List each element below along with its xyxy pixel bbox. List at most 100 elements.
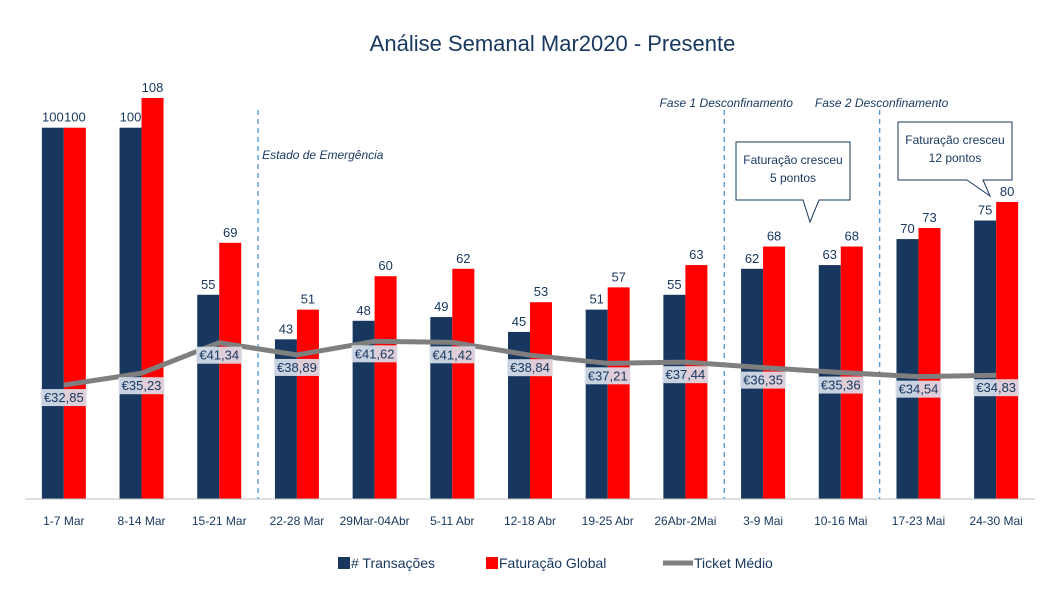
- x-tick-label: 19-25 Abr: [582, 514, 634, 528]
- line-value-label: €37,21: [588, 368, 628, 383]
- x-tick-label: 3-9 Mai: [743, 514, 783, 528]
- bar-transacoes: [663, 294, 686, 499]
- callout-text: 12 pontos: [929, 151, 982, 165]
- line-value-label: €34,83: [976, 380, 1016, 395]
- bar-value-label: 100: [120, 110, 142, 125]
- chart-title: Análise Semanal Mar2020 - Presente: [369, 31, 736, 56]
- bar-value-label: 100: [64, 110, 86, 125]
- bar-faturacao: [374, 276, 397, 499]
- line-label-bg: [817, 376, 864, 394]
- bar-value-label: 48: [356, 303, 370, 318]
- bar-value-label: 63: [823, 247, 837, 262]
- line-value-label: €41,42: [432, 347, 472, 362]
- x-tick-label: 17-23 Mai: [892, 514, 945, 528]
- line-value-label: €35,36: [821, 378, 861, 393]
- x-tick-label: 24-30 Mai: [969, 514, 1022, 528]
- line-value-label: €35,23: [122, 378, 162, 393]
- x-tick-label: 15-21 Mar: [192, 514, 247, 528]
- bar-transacoes: [41, 127, 64, 499]
- bar-value-label: 70: [900, 221, 914, 236]
- line-value-label: €41,62: [355, 346, 395, 361]
- bar-value-label: 45: [512, 314, 526, 329]
- line-value-label: €38,89: [277, 360, 317, 375]
- x-tick-label: 8-14 Mar: [118, 514, 166, 528]
- line-label-bg: [118, 377, 165, 395]
- callout-text: 5 pontos: [770, 171, 816, 185]
- line-label-bg: [429, 346, 476, 364]
- phase-label: Fase 2 Desconfinamento: [815, 96, 949, 110]
- ticket-medio-line: [63, 338, 997, 388]
- bar-value-label: 80: [1000, 184, 1014, 199]
- legend-swatch: [486, 557, 498, 569]
- x-tick-label: 10-16 Mai: [814, 514, 867, 528]
- bar-faturacao: [996, 201, 1019, 500]
- line-value-label: €38,84: [510, 360, 550, 375]
- phase-label: Fase 1 Desconfinamento: [660, 96, 794, 110]
- bar-value-label: 63: [689, 247, 703, 262]
- bar-value-label: 75: [978, 203, 992, 218]
- callout-text: Faturação cresceu: [905, 133, 1004, 147]
- bar-value-label: 55: [201, 277, 215, 292]
- x-tick-label: 5-11 Abr: [430, 514, 474, 528]
- bar-value-label: 68: [767, 229, 781, 244]
- bar-value-label: 73: [922, 210, 936, 225]
- line-label-bg: [196, 346, 243, 364]
- bar-value-label: 49: [434, 299, 448, 314]
- bar-value-label: 62: [456, 251, 470, 266]
- bar-value-label: 68: [845, 229, 859, 244]
- line-value-label: €37,44: [666, 367, 706, 382]
- bar-transacoes: [119, 127, 142, 499]
- bar-faturacao: [452, 268, 475, 499]
- line-label-bg: [740, 371, 787, 389]
- bar-transacoes: [585, 309, 608, 499]
- callout-bubble: [735, 141, 851, 224]
- line-label-bg: [662, 366, 709, 384]
- line-value-label: €41,34: [199, 348, 239, 363]
- legend-label: # Transações: [351, 555, 435, 571]
- bar-value-label: 69: [223, 225, 237, 240]
- bar-value-label: 55: [667, 277, 681, 292]
- bar-value-label: 43: [279, 321, 293, 336]
- bar-faturacao: [63, 127, 86, 499]
- bar-value-label: 62: [745, 251, 759, 266]
- bar-value-label: 60: [378, 258, 392, 273]
- x-tick-label: 26Abr-2Mai: [654, 514, 716, 528]
- bar-value-label: 53: [534, 284, 548, 299]
- bar-faturacao: [219, 242, 242, 500]
- line-label-bg: [507, 359, 553, 377]
- phase-label: Estado de Emergência: [262, 148, 384, 162]
- x-tick-label: 29Mar-04Abr: [340, 514, 410, 528]
- x-tick-label: 22-28 Mar: [270, 514, 325, 528]
- legend-label: Faturação Global: [499, 555, 606, 571]
- line-label-bg: [584, 367, 631, 385]
- bar-faturacao: [607, 287, 630, 499]
- bar-value-label: 51: [301, 292, 315, 307]
- line-label-bg: [40, 389, 87, 407]
- bar-transacoes: [274, 339, 297, 499]
- bar-value-label: 108: [142, 80, 164, 95]
- callout-text: Faturação cresceu: [743, 153, 842, 167]
- bar-faturacao: [918, 227, 941, 499]
- bar-value-label: 51: [589, 292, 603, 307]
- callout-bubble: [897, 121, 1013, 198]
- bar-value-label: 57: [611, 269, 625, 284]
- x-tick-label: 1-7 Mar: [43, 514, 84, 528]
- bar-faturacao: [530, 302, 552, 499]
- line-value-label: €36,35: [743, 373, 783, 388]
- bar-faturacao: [141, 98, 164, 499]
- legend-label: Ticket Médio: [694, 555, 773, 571]
- bar-transacoes: [896, 239, 919, 499]
- bar-transacoes: [352, 320, 375, 499]
- bar-faturacao: [296, 309, 319, 499]
- line-value-label: €32,85: [44, 390, 84, 405]
- bar-transacoes: [974, 220, 997, 499]
- line-label-bg: [351, 345, 398, 363]
- x-tick-label: 12-18 Abr: [504, 514, 556, 528]
- line-label-bg: [273, 358, 320, 376]
- line-label-bg: [895, 380, 942, 398]
- bar-transacoes: [197, 294, 220, 499]
- legend-swatch: [338, 557, 350, 569]
- line-value-label: €34,54: [899, 382, 939, 397]
- bar-value-label: 100: [42, 110, 64, 125]
